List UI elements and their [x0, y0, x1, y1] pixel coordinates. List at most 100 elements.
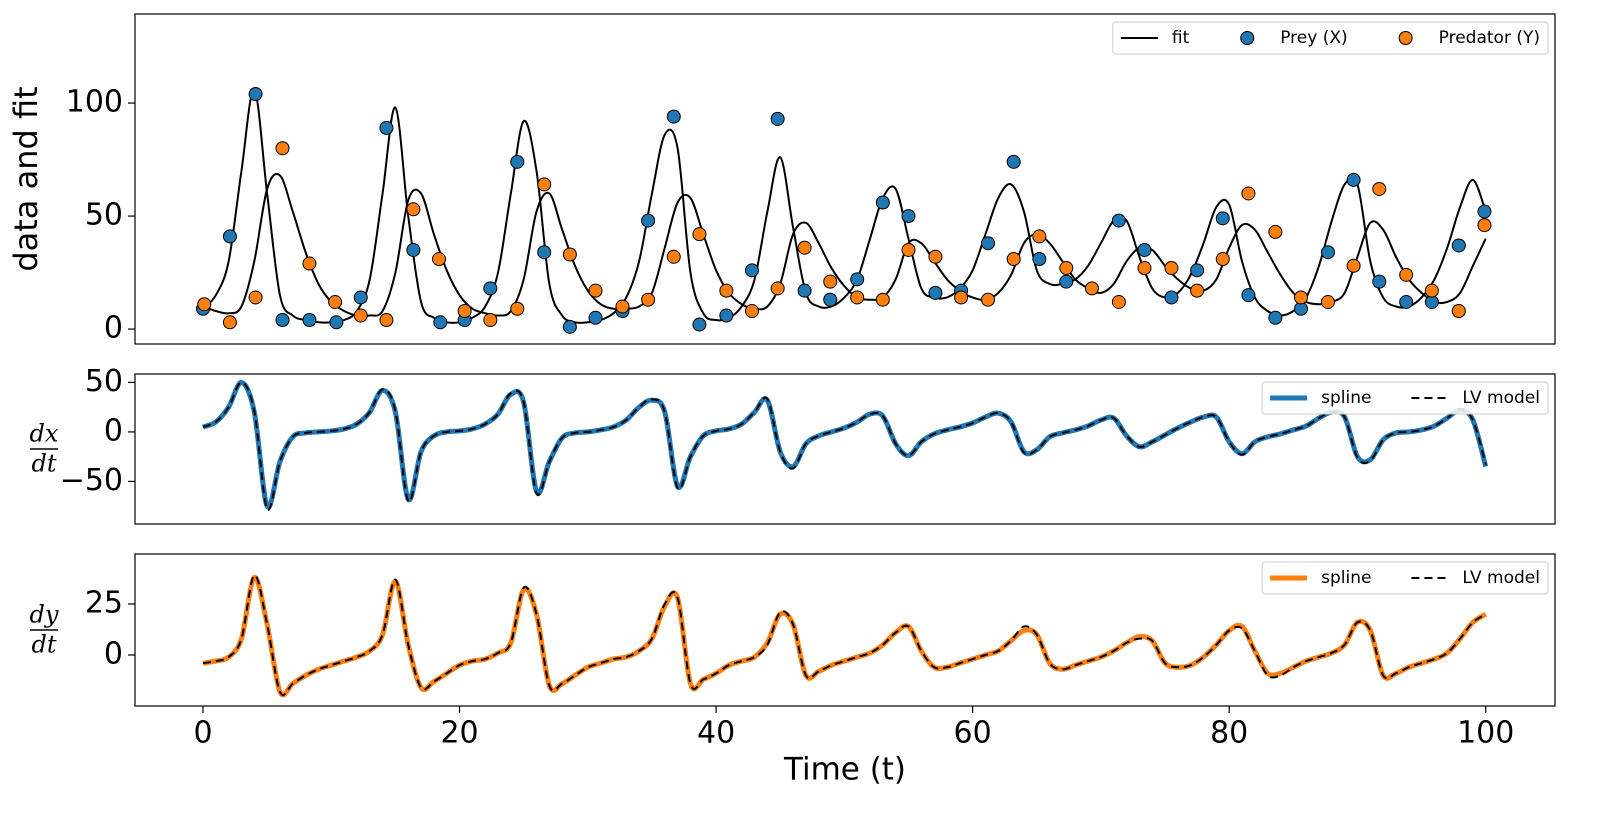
scatter-point	[510, 154, 525, 169]
axes-frame	[134, 373, 1556, 525]
scatter-point	[641, 292, 656, 307]
legend-label: spline	[1321, 388, 1371, 408]
scatter-point	[770, 111, 785, 126]
legend-box	[1261, 561, 1549, 595]
scatter-point	[1241, 186, 1256, 201]
x-tick-label: 0	[193, 716, 212, 751]
scatter-point	[1424, 283, 1439, 298]
scatter-point	[1399, 294, 1414, 309]
scatter-point	[875, 195, 890, 210]
scatter-point	[1190, 283, 1205, 298]
scatter-point	[406, 202, 421, 217]
scatter-point	[1451, 304, 1466, 318]
scatter-point	[1084, 281, 1099, 296]
series-line	[202, 574, 1487, 696]
scatter-point	[562, 319, 577, 334]
scatter-point	[850, 272, 865, 287]
scatter-point	[1294, 290, 1309, 305]
scatter-point	[483, 281, 498, 296]
scatter-point	[850, 290, 865, 305]
legend-label: Prey (X)	[1280, 28, 1347, 48]
legend-label: Predator (Y)	[1439, 28, 1540, 48]
y-tick-label: 100	[66, 85, 123, 120]
y-axis-label: data and fit	[7, 86, 45, 271]
scatter-point	[1241, 288, 1256, 303]
legend: spline LV model	[1270, 388, 1540, 408]
scatter-point	[353, 290, 368, 305]
scatter-point	[1320, 294, 1335, 309]
scatter-point	[745, 263, 760, 278]
scatter-point	[1268, 310, 1283, 325]
x-tick-label: 40	[697, 716, 735, 751]
scatter-point	[483, 313, 498, 328]
scatter-point	[641, 213, 656, 228]
legend-label: fit	[1172, 28, 1190, 48]
scatter-point	[432, 252, 447, 267]
scatter-point	[1372, 181, 1387, 196]
scatter-point	[1111, 294, 1126, 309]
scatter-point	[692, 317, 707, 332]
scatter-point	[1477, 218, 1492, 233]
scatter-point	[1215, 252, 1230, 267]
scatter-point	[1059, 274, 1074, 289]
scatter-point	[1111, 213, 1126, 228]
y-tick-label: 0	[104, 413, 123, 448]
x-tick-label: 20	[440, 716, 478, 751]
scatter-point	[1032, 229, 1047, 244]
scatter-point	[981, 292, 996, 307]
scatter-point	[537, 177, 552, 192]
y-label-numerator: dx	[30, 420, 59, 448]
scatter-point	[197, 297, 212, 312]
legend-label: LV model	[1462, 388, 1540, 408]
y-tick-label: 25	[85, 585, 123, 620]
scatter-point	[588, 283, 603, 298]
scatter-point	[875, 292, 890, 307]
scatter-point	[406, 242, 421, 257]
scatter-point	[275, 141, 290, 156]
scatter-point	[1059, 261, 1074, 276]
scatter-point	[379, 313, 394, 328]
scatter-point	[1477, 204, 1492, 219]
y-tick-label: −50	[60, 463, 123, 498]
scatter-point	[1372, 274, 1387, 289]
scatter-point	[901, 242, 916, 257]
scatter-point	[901, 209, 916, 224]
scatter-point	[248, 290, 263, 305]
x-tick-label: 60	[954, 716, 992, 751]
scatter-point	[222, 229, 237, 244]
y-tick-label: 50	[85, 364, 123, 399]
scatter-point	[1320, 245, 1335, 260]
scatter-point	[954, 290, 969, 305]
scatter-point	[1164, 261, 1179, 276]
y-tick-label: 0	[104, 311, 123, 346]
scatter-point	[457, 304, 472, 318]
scatter-point	[328, 294, 343, 309]
series-line	[202, 381, 1487, 512]
scatter-point	[666, 249, 681, 264]
y-label-denominator: dt	[31, 631, 56, 659]
y-label-denominator: dt	[31, 450, 56, 478]
scatter-point	[981, 236, 996, 251]
scatter-point	[797, 240, 812, 255]
x-tick-label: 100	[1457, 716, 1514, 751]
scatter-point	[302, 256, 317, 271]
scatter-point	[719, 283, 734, 298]
scatter-point	[1032, 252, 1047, 267]
scatter-point	[1346, 172, 1361, 187]
scatter-point	[537, 245, 552, 260]
scatter-point	[275, 313, 290, 328]
scatter-point	[1399, 267, 1414, 282]
y-tick-label: 0	[104, 636, 123, 671]
scatter-point	[302, 313, 317, 328]
scatter-point	[1346, 258, 1361, 273]
x-axis-label: Time (t)	[783, 752, 906, 788]
scatter-point	[222, 315, 237, 330]
scatter-point	[1137, 261, 1152, 276]
scatter-point	[615, 299, 630, 314]
axes-frame	[134, 553, 1556, 707]
series-line	[202, 172, 1487, 318]
legend-box	[1112, 21, 1549, 55]
scatter-point	[797, 283, 812, 298]
scatter-point	[1006, 252, 1021, 267]
